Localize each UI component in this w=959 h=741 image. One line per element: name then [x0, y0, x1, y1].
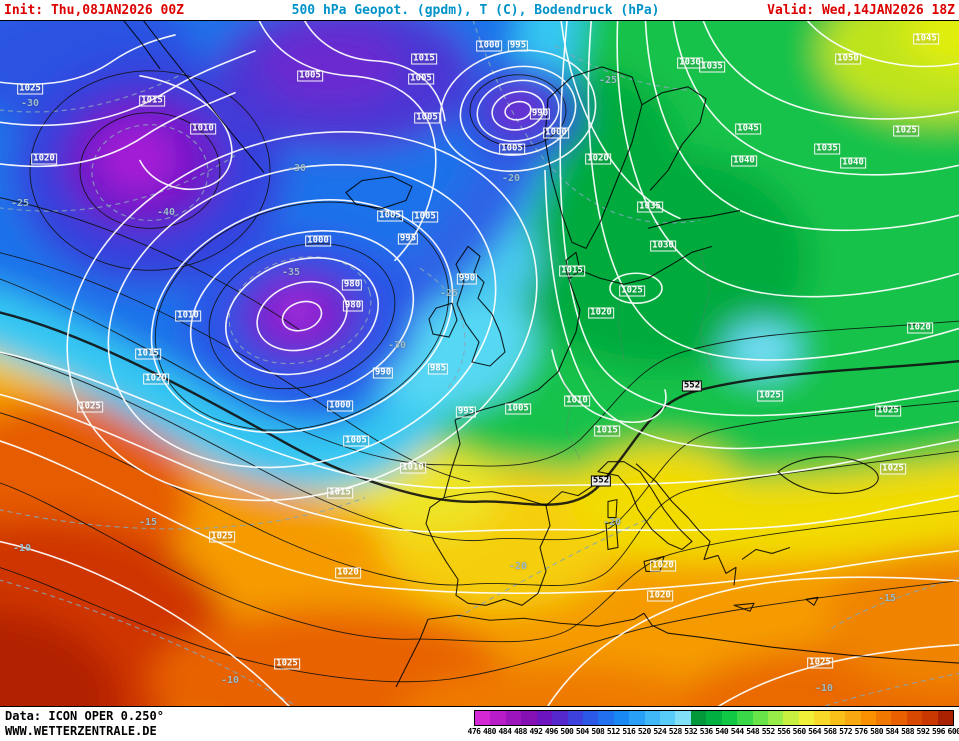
colorbar-segment [783, 711, 799, 725]
colorbar-tick: 500 [560, 727, 574, 736]
colorbar-tick: 516 [622, 727, 636, 736]
colorbar-tick: 596 [932, 727, 945, 736]
geopotential-color-field [0, 21, 959, 706]
colorbar-tick: 548 [746, 727, 760, 736]
colorbar-segment [875, 711, 892, 725]
colorbar-segment [598, 711, 614, 725]
colorbar-segment [490, 711, 506, 725]
colorbar-segment [613, 711, 630, 725]
colorbar-segment [567, 711, 583, 725]
map-header: Init: Thu,08JAN2026 00Z 500 hPa Geopot. … [0, 0, 959, 20]
colorbar-tick: 480 [482, 727, 496, 736]
data-source: Data: ICON OPER 0.250° [5, 709, 164, 723]
pressure-isobars [0, 21, 959, 706]
colorbar-tick: 576 [854, 727, 868, 736]
colorbar-tick: 484 [498, 727, 512, 736]
colorbar-segment [922, 711, 938, 725]
colorbar-segment [737, 711, 753, 725]
weather-map: 1025 1015 1010 1020 1005 1015 1005 1005 1000 995 9… [0, 20, 959, 707]
colorbar-tick: 560 [792, 727, 806, 736]
colorbar-tick: 508 [591, 727, 605, 736]
geopotential-contours [0, 70, 959, 683]
coastlines [123, 21, 959, 688]
colorbar-tick: 524 [653, 727, 667, 736]
colorbar-segment [721, 711, 738, 725]
colorbar-gradient [474, 710, 954, 726]
colorbar-segment [505, 711, 522, 725]
temperature-contours [0, 21, 959, 706]
colorbar-segment [891, 711, 907, 725]
map-footer: Data: ICON OPER 0.250° WWW.WETTERZENTRAL… [0, 707, 959, 741]
colorbar-segment [690, 711, 707, 725]
colorbar-segment [629, 711, 645, 725]
colorbar-segment [675, 711, 691, 725]
colorbar-tick: 496 [544, 727, 558, 736]
colorbar-segment [814, 711, 830, 725]
colorbar-ticks: 476 480 484 488 492 496 500 504 508 512 516 520 524 5… [468, 727, 959, 738]
colorbar-segment [475, 711, 491, 725]
colorbar-tick: 552 [761, 727, 775, 736]
colorbar-tick: 564 [808, 727, 822, 736]
colorbar-tick: 492 [529, 727, 543, 736]
colorbar-segment [521, 711, 537, 725]
colorbar-segment [829, 711, 846, 725]
colorbar-segment [860, 711, 876, 725]
colorbar-tick: 488 [513, 727, 527, 736]
colorbar-tick: 568 [823, 727, 837, 736]
colorbar-segment [644, 711, 661, 725]
colorbar-segment [845, 711, 861, 725]
colorbar-segment [536, 711, 553, 725]
colorbar-tick: 600 [947, 727, 959, 736]
colorbar-segment [582, 711, 599, 725]
colorbar: 476 480 484 488 492 496 500 504 508 512 516 520 524 5… [468, 710, 959, 738]
colorbar-tick: 572 [839, 727, 853, 736]
colorbar-tick: 556 [777, 727, 791, 736]
valid-time: Valid: Wed,14JAN2026 18Z [767, 2, 955, 18]
colorbar-segment [768, 711, 784, 725]
weather-map-canvas [0, 21, 959, 706]
colorbar-tick: 532 [684, 727, 698, 736]
init-time: Init: Thu,08JAN2026 00Z [4, 2, 185, 18]
colorbar-segment [906, 711, 923, 725]
colorbar-segment [798, 711, 815, 725]
colorbar-tick: 536 [699, 727, 713, 736]
colorbar-tick: 476 [467, 727, 481, 736]
colorbar-tick: 592 [916, 727, 930, 736]
colorbar-tick: 580 [870, 727, 884, 736]
map-title: 500 hPa Geopot. (gpdm), T (C), Bodendruc… [291, 2, 660, 18]
colorbar-segment [552, 711, 568, 725]
colorbar-tick: 520 [637, 727, 651, 736]
colorbar-tick: 540 [715, 727, 729, 736]
colorbar-segment [706, 711, 722, 725]
colorbar-tick: 544 [730, 727, 744, 736]
colorbar-segment [937, 711, 954, 725]
colorbar-tick: 528 [668, 727, 682, 736]
colorbar-tick: 512 [606, 727, 620, 736]
colorbar-segment [752, 711, 769, 725]
website: WWW.WETTERZENTRALE.DE [5, 724, 157, 738]
colorbar-tick: 588 [901, 727, 915, 736]
colorbar-segment [660, 711, 676, 725]
colorbar-tick: 504 [575, 727, 589, 736]
colorbar-tick: 584 [885, 727, 899, 736]
